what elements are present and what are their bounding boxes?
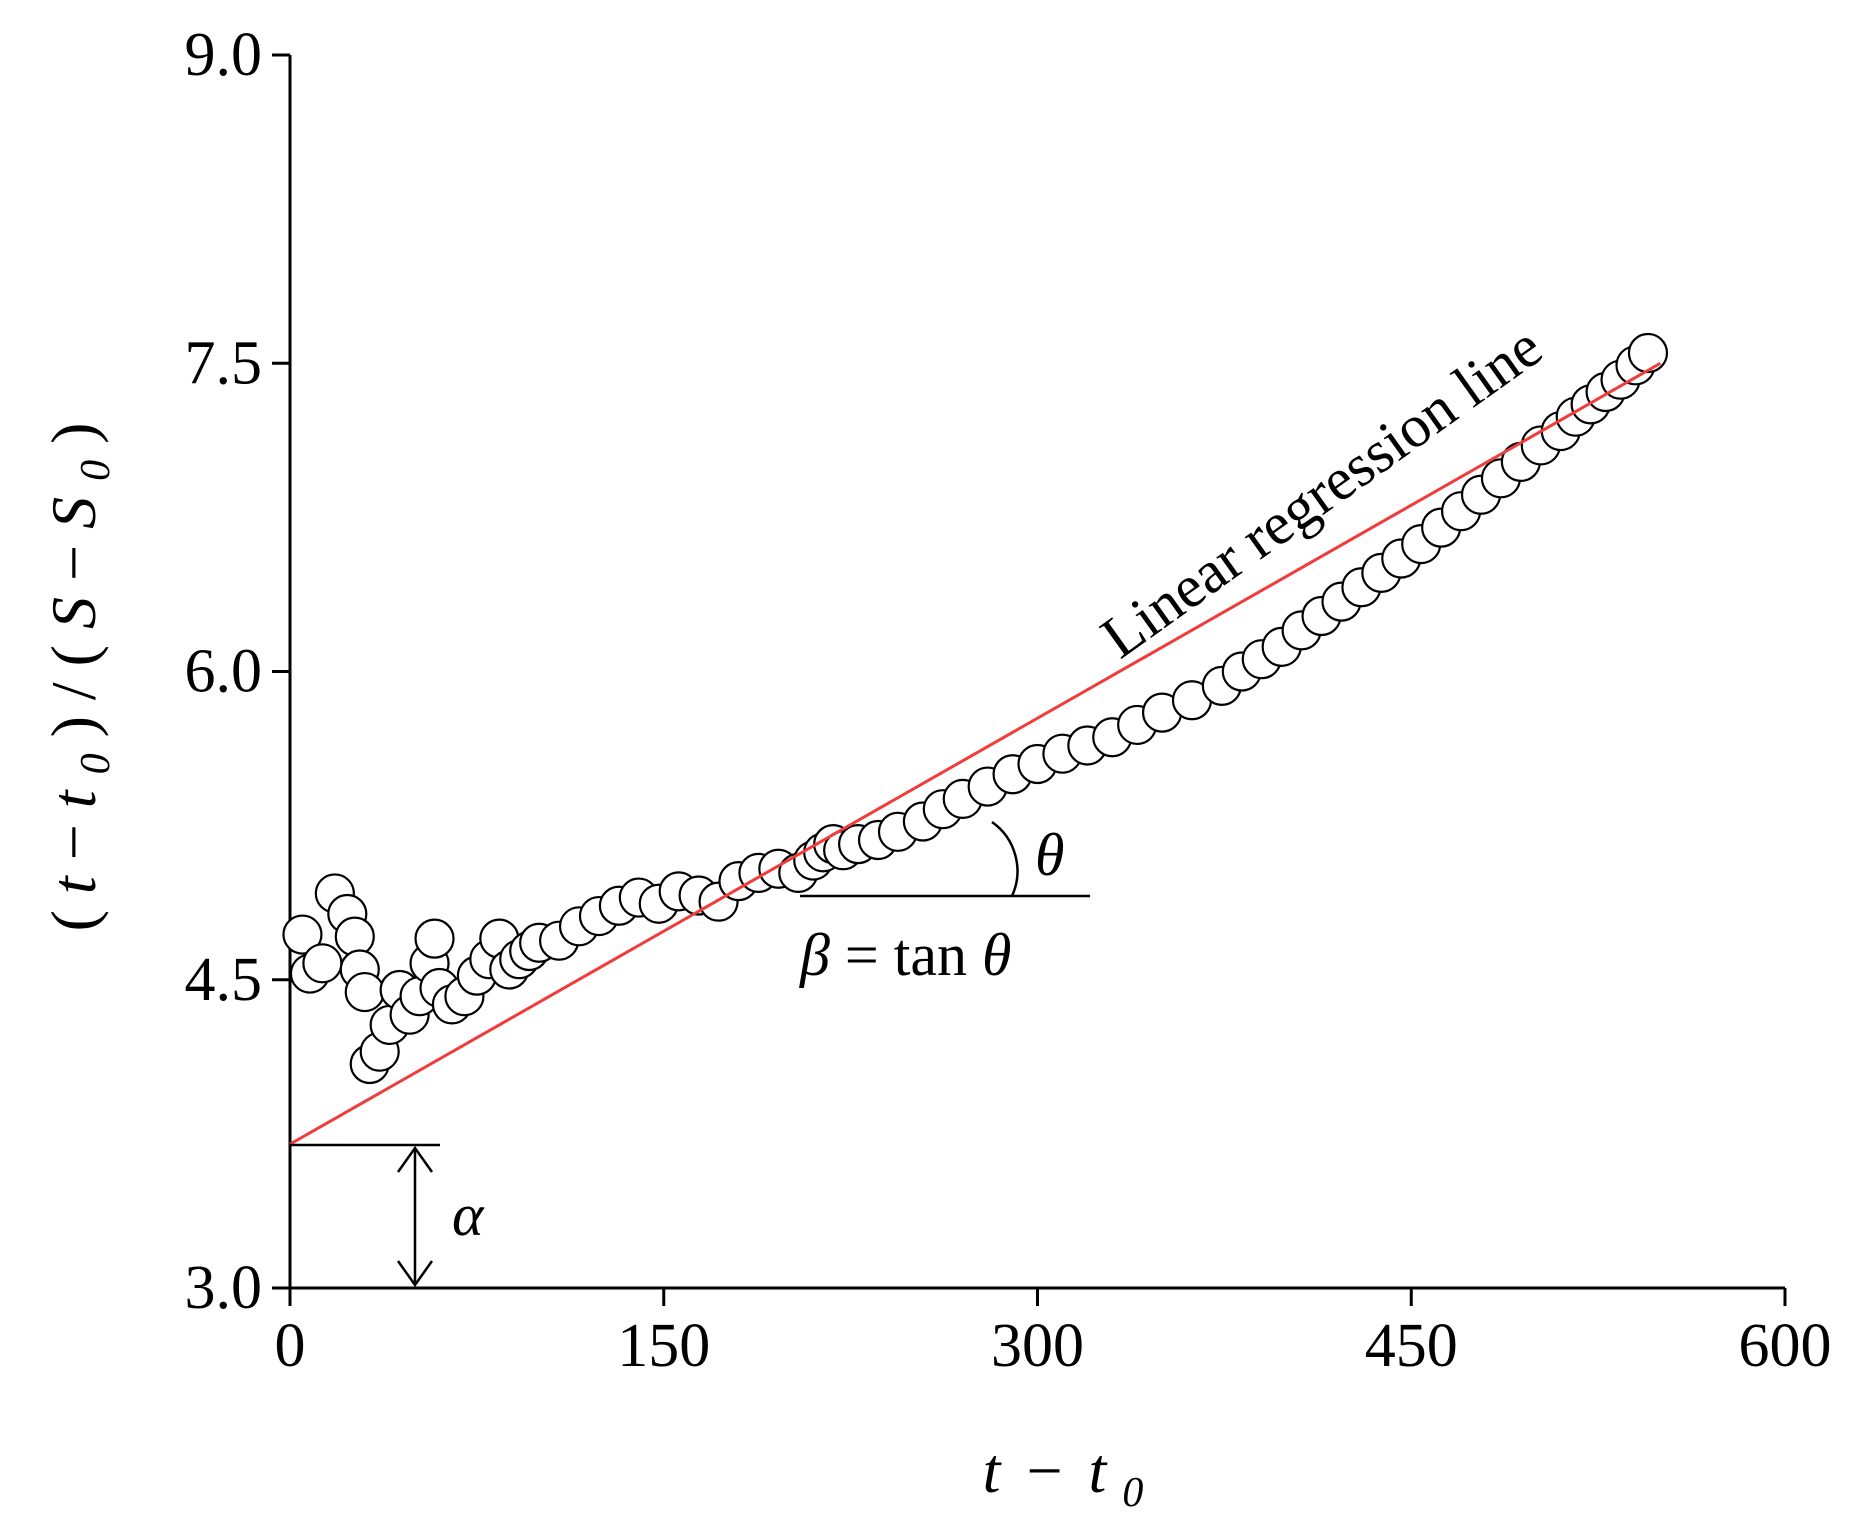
y-tick-label: 6.0: [185, 638, 263, 706]
y-tick-label: 4.5: [185, 946, 263, 1014]
alpha-label: α: [452, 1182, 485, 1248]
x-ticks: 0 150 300 450 600: [275, 1288, 1832, 1380]
data-point: [302, 943, 343, 984]
data-point: [282, 914, 323, 955]
data-point: [1627, 332, 1669, 374]
x-axis-title: t − t 0: [983, 1435, 1144, 1516]
y-tick-label: 9.0: [185, 21, 263, 89]
beta-label: β = tan θ: [799, 922, 1012, 988]
theta-label: θ: [1035, 822, 1064, 888]
theta-arc: [991, 820, 1019, 897]
y-tick-label: 7.5: [185, 329, 263, 397]
data-point: [334, 916, 375, 957]
x-tick-label: 450: [1365, 1312, 1458, 1380]
data-points: [282, 332, 1669, 1085]
y-axis-title: ( t − t 0 ) / ( S − S 0 ): [38, 423, 123, 932]
x-tick-label: 150: [617, 1312, 710, 1380]
data-point: [344, 971, 385, 1013]
y-ticks: 3.0 4.5 6.0 7.5 9.0: [185, 21, 290, 1322]
x-tick-label: 600: [1739, 1312, 1832, 1380]
alpha-arrow-head-bottom: [396, 1260, 434, 1288]
y-tick-label: 3.0: [185, 1254, 263, 1322]
regression-line: [289, 361, 1662, 1146]
x-tick-label: 300: [991, 1312, 1084, 1380]
data-point: [414, 918, 455, 959]
alpha-arrow-head-top: [396, 1145, 434, 1173]
x-tick-label: 0: [275, 1312, 306, 1380]
